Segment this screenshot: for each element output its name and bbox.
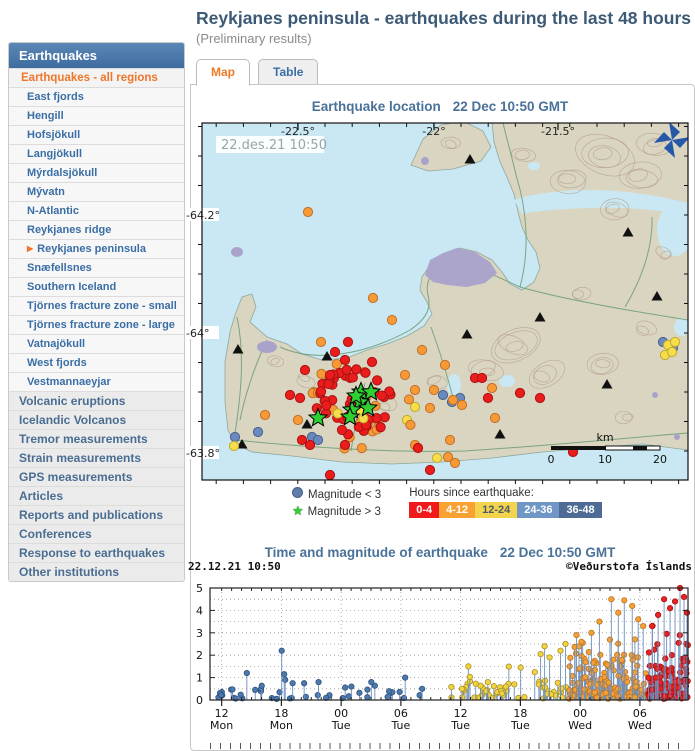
sidebar-item-reports-and-publications[interactable]: Reports and publications xyxy=(9,505,184,524)
active-region-arrow-icon: ▶ xyxy=(27,244,33,253)
legend-bin-0-4: 0-4 xyxy=(409,502,439,518)
sidebar-item-southern-iceland[interactable]: Southern Iceland xyxy=(9,277,184,296)
svg-text:-22.5°: -22.5° xyxy=(281,125,315,138)
svg-text:-21.5°: -21.5° xyxy=(541,125,575,138)
svg-text:Wed: Wed xyxy=(628,719,652,732)
sidebar-item-conferences[interactable]: Conferences xyxy=(9,524,184,543)
map-urban xyxy=(652,392,658,398)
map-section-heading: Earthquake location 22 Dec 10:50 GMT xyxy=(185,99,695,114)
map-urban xyxy=(421,157,429,165)
sidebar-item-gps-measurements[interactable]: GPS measurements xyxy=(9,467,184,486)
map-urban xyxy=(674,434,680,440)
magnitude-circle-icon xyxy=(292,487,303,498)
sidebar-item-hofsj-kull[interactable]: Hofsjökull xyxy=(9,125,184,144)
sidebar-item-tj-rnes-fracture-zone-small[interactable]: Tjörnes fracture zone - small xyxy=(9,296,184,315)
svg-text:-64°: -64° xyxy=(186,327,209,340)
svg-text:Tue: Tue xyxy=(510,719,530,732)
svg-text:0: 0 xyxy=(548,453,555,466)
svg-text:km: km xyxy=(596,431,613,444)
earthquake-map: 22.des.21 10:50 -22.5° -22° -21.5° -64.2° -6… xyxy=(185,115,695,487)
chart-timestamp: 22.12.21 10:50 xyxy=(188,560,281,573)
map-scalebar xyxy=(551,446,660,450)
sidebar-item-articles[interactable]: Articles xyxy=(9,486,184,505)
legend-mag-lt3: Magnitude < 3 xyxy=(292,487,381,503)
sidebar-item-volcanic-eruptions[interactable]: Volcanic eruptions xyxy=(9,391,184,410)
chart-stamp-row: 22.12.21 10:50 ©Veðurstofa Íslands xyxy=(188,560,692,573)
magnitude-star-icon: ★ xyxy=(292,503,304,518)
svg-text:Mon: Mon xyxy=(210,719,233,732)
tab-map[interactable]: Map xyxy=(196,59,250,86)
sidebar-item-langj-kull[interactable]: Langjökull xyxy=(9,144,184,163)
chart-heading-label: Time and magnitude of earthquake xyxy=(265,545,488,560)
sidebar-item-hengill[interactable]: Hengill xyxy=(9,106,184,125)
map-heading-time: 22 Dec 10:50 GMT xyxy=(453,99,569,114)
svg-text:3: 3 xyxy=(196,627,203,640)
legend-bin-36-48: 36-48 xyxy=(559,502,601,518)
chart-credit: ©Veðurstofa Íslands xyxy=(566,560,692,573)
legend-mag-gt3: ★Magnitude > 3 xyxy=(292,503,381,520)
sidebar-item-strain-measurements[interactable]: Strain measurements xyxy=(9,448,184,467)
sidebar-item-tj-rnes-fracture-zone-large[interactable]: Tjörnes fracture zone - large xyxy=(9,315,184,334)
bottom-tick-strip xyxy=(210,743,688,749)
legend-hours-title: Hours since earthquake: xyxy=(409,487,601,499)
svg-text:Tue: Tue xyxy=(331,719,351,732)
map-timestamp: 22.des.21 10:50 xyxy=(221,138,327,153)
legend-hour-bins: 0-44-1212-2424-3636-48 xyxy=(409,502,601,518)
sidebar-item-icelandic-volcanos[interactable]: Icelandic Volcanos xyxy=(9,410,184,429)
svg-text:2: 2 xyxy=(196,649,203,662)
sidebar-item-reykjanes-peninsula[interactable]: ▶Reykjanes peninsula xyxy=(9,239,184,258)
map-lake xyxy=(499,375,515,387)
legend-bin-24-36: 24-36 xyxy=(517,502,559,518)
svg-text:Tue: Tue xyxy=(450,719,470,732)
sidebar-item-east-fjords[interactable]: East fjords xyxy=(9,87,184,106)
sidebar-header: Earthquakes xyxy=(9,43,184,68)
earthquakes-sidebar: Earthquakes Earthquakes - all regionsEas… xyxy=(8,42,185,582)
sidebar-rows: Earthquakes - all regionsEast fjordsHeng… xyxy=(9,68,184,581)
sidebar-item-m-vatn[interactable]: Mývatn xyxy=(9,182,184,201)
sidebar-item-tremor-measurements[interactable]: Tremor measurements xyxy=(9,429,184,448)
sidebar-item-response-to-earthquakes[interactable]: Response to earthquakes xyxy=(9,543,184,562)
chart-heading-time: 22 Dec 10:50 GMT xyxy=(500,545,616,560)
legend-bin-12-24: 12-24 xyxy=(475,502,517,518)
svg-text:10: 10 xyxy=(598,453,612,466)
map-lake xyxy=(528,162,540,170)
tab-table[interactable]: Table xyxy=(258,59,318,86)
map-urban-keflavik xyxy=(257,341,277,353)
sidebar-item-sn-fellsnes[interactable]: Snæfellsnes xyxy=(9,258,184,277)
sidebar-item-other-institutions[interactable]: Other institutions xyxy=(9,562,184,581)
sidebar-item-reykjanes-ridge[interactable]: Reykjanes ridge xyxy=(9,220,184,239)
svg-text:-64.2°: -64.2° xyxy=(186,209,220,222)
sidebar-item-m-rdalsj-kull[interactable]: Mýrdalsjökull xyxy=(9,163,184,182)
map-urban xyxy=(231,247,243,257)
magnitude-timeline-chart: 01234512Mon18Mon00Tue06Tue12Tue18Tue00We… xyxy=(185,573,695,741)
page-title: Reykjanes peninsula - earthquakes during… xyxy=(196,8,695,29)
svg-text:Wed: Wed xyxy=(568,719,592,732)
map-legend: Magnitude < 3 ★Magnitude > 3 Hours since… xyxy=(292,487,692,520)
sidebar-item-all-regions[interactable]: Earthquakes - all regions xyxy=(9,68,184,87)
legend-bin-4-12: 4-12 xyxy=(439,502,475,518)
page-subtitle: (Preliminary results) xyxy=(196,31,312,46)
svg-text:-22°: -22° xyxy=(422,125,445,138)
chart-section-heading: Time and magnitude of earthquake 22 Dec 1… xyxy=(185,545,695,560)
sidebar-item-vatnaj-kull[interactable]: Vatnajökull xyxy=(9,334,184,353)
svg-text:-63.8°: -63.8° xyxy=(186,447,220,460)
svg-text:4: 4 xyxy=(196,604,203,617)
svg-text:0: 0 xyxy=(196,694,203,707)
svg-text:1: 1 xyxy=(196,672,203,685)
map-heading-label: Earthquake location xyxy=(312,99,441,114)
svg-text:20: 20 xyxy=(653,453,667,466)
sidebar-item-n-atlantic[interactable]: N-Atlantic xyxy=(9,201,184,220)
svg-text:Mon: Mon xyxy=(270,719,293,732)
svg-text:Tue: Tue xyxy=(391,719,411,732)
sidebar-item-vestmannaeyjar[interactable]: Vestmannaeyjar xyxy=(9,372,184,391)
sidebar-item-west-fjords[interactable]: West fjords xyxy=(9,353,184,372)
svg-text:5: 5 xyxy=(196,582,203,595)
